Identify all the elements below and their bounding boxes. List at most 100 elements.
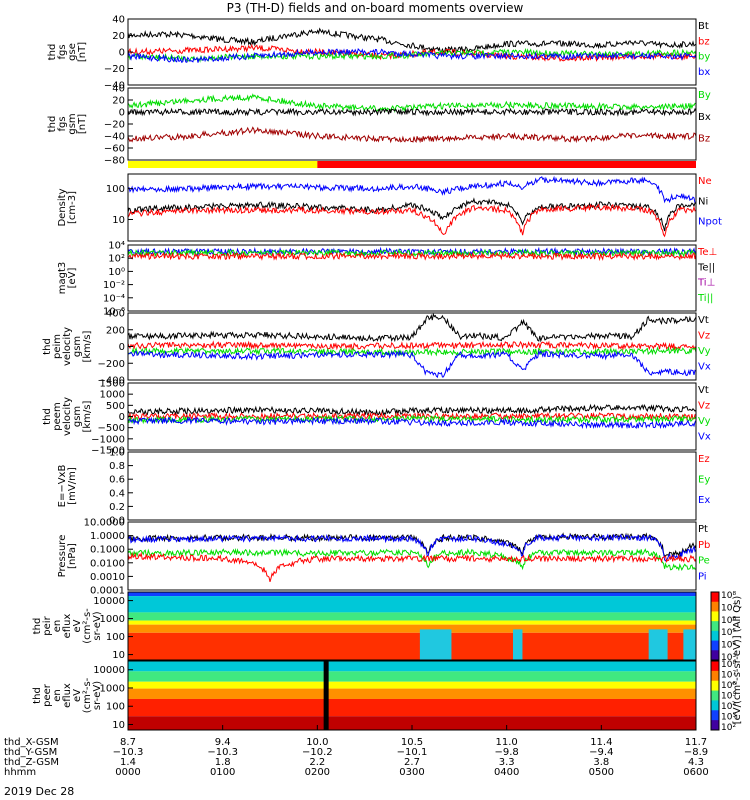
panel-peim-velocity	[127, 312, 697, 381]
y-axis-label: peer	[42, 683, 53, 707]
y-tick-label: 400	[106, 309, 125, 320]
colorbar-tick-label: 10⁶	[721, 681, 736, 691]
y-tick-label: 0.0100	[90, 558, 125, 569]
series-Pi	[127, 533, 697, 562]
y-tick-label: 0.1000	[90, 545, 125, 556]
series-Vx	[127, 349, 697, 379]
legend-entry: Vz	[698, 401, 710, 412]
panel-peem-velocity	[127, 382, 697, 451]
y-tick-label: 1000	[100, 683, 125, 694]
y-tick-label: 10	[112, 650, 125, 661]
y-axis-label: gsm	[67, 113, 78, 134]
y-axis-label: eV	[72, 619, 83, 632]
series-Vz	[127, 340, 697, 351]
colorbar-segment	[711, 621, 719, 632]
legend-entry: Vx	[698, 432, 711, 443]
y-tick-label: −40	[104, 81, 125, 92]
y-axis-label: Pressure	[57, 535, 68, 578]
series-Npot	[127, 175, 697, 204]
y-axis-label: [cm-3]	[67, 191, 78, 224]
colorbar-tick-label: 10⁵	[721, 692, 736, 702]
ephemeris-value: −10.2	[302, 747, 333, 758]
y-axis-label: thd	[42, 338, 53, 355]
y-axis-label: thd	[42, 408, 53, 425]
colorbar-tick-label: 10³	[721, 713, 736, 723]
y-tick-label: −40	[104, 132, 125, 143]
colorbar-segment	[711, 640, 719, 651]
series-Ne	[127, 203, 697, 238]
legend-entry: Te⊥	[697, 247, 717, 258]
y-axis-label: Density	[57, 188, 68, 226]
colorbar-segment	[711, 601, 719, 612]
legend-entry: Vy	[698, 346, 711, 357]
series-Ni	[127, 197, 697, 232]
panel-peir-spectrogram	[127, 591, 720, 661]
panel-fgs-gse	[127, 18, 697, 86]
y-axis-label: [nT]	[77, 114, 88, 134]
mode-band	[128, 161, 696, 168]
y-tick-label: −1500	[91, 446, 125, 457]
ephemeris-value: 2.7	[404, 757, 420, 768]
y-tick-label: 0	[119, 412, 125, 423]
legend-entry: Ti||	[697, 293, 713, 304]
colorbar-tick-label: 10⁸	[721, 591, 736, 601]
y-tick-label: 0.6	[109, 475, 125, 486]
spectrogram-band	[128, 592, 696, 597]
ephemeris-value: 3.3	[499, 757, 515, 768]
legend-entry: Ti⊥	[697, 278, 715, 289]
y-axis-label: eflux	[62, 683, 73, 708]
y-axis-label: [eV]	[67, 268, 78, 289]
y-axis-label: en	[52, 620, 63, 633]
colorbar-label: [eV/(cm²-s-sr-eV)] (All Qs)	[732, 596, 743, 725]
ephemeris-value: 10.0	[306, 737, 328, 748]
colorbar-segment	[711, 661, 719, 672]
ephemeris-value: 3.8	[593, 757, 609, 768]
legend-entry: Pe	[698, 556, 710, 567]
series-Bz	[127, 126, 697, 144]
legend-entry: bz	[698, 36, 710, 47]
panel-frame	[127, 244, 697, 312]
colorbar-tick-label: 10²	[721, 723, 736, 733]
y-tick-label: 10⁰	[108, 267, 125, 278]
mode-band-fast	[317, 161, 696, 168]
colorbar-tick-label: 10⁷	[721, 603, 736, 613]
spectrogram-band	[128, 681, 696, 689]
y-tick-label: 0	[119, 108, 125, 119]
legend-entry: bx	[698, 67, 710, 78]
panel-fgs-gsm	[127, 87, 697, 161]
y-axis-label: thd	[47, 116, 58, 133]
footer-date: 2019 Dec 28	[4, 785, 75, 798]
series-Vt	[127, 312, 697, 343]
series-Vy	[127, 346, 697, 357]
legend-entry: Ni	[698, 196, 708, 207]
y-axis-label: gsm	[72, 336, 83, 357]
y-tick-label: 10⁻⁴	[103, 293, 125, 304]
ephemeris-value: 11.7	[685, 737, 707, 748]
colorbar-segment	[711, 710, 719, 721]
spectrogram-dropout	[512, 629, 523, 660]
legend-entry: Vx	[698, 362, 711, 373]
y-axis-label: peem	[52, 402, 63, 430]
ephemeris-value: 8.7	[120, 737, 136, 748]
y-tick-label: 10	[112, 720, 125, 731]
y-tick-label: 0.2	[109, 502, 125, 513]
series-Vy	[127, 414, 697, 425]
ephemeris-row-label: thd_Y-GSM	[4, 747, 57, 758]
y-tick-label: 1000	[100, 614, 125, 625]
colorbar-tick-label: 10³	[721, 653, 736, 663]
legend-entry: Vt	[698, 385, 709, 396]
y-axis-label: velocity	[62, 397, 73, 436]
y-axis-label: thd	[32, 687, 43, 704]
y-tick-label: −200	[98, 359, 125, 370]
colorbar-segment	[711, 670, 719, 682]
panel-frame	[127, 451, 697, 521]
spectrogram-dropout	[683, 629, 696, 660]
y-axis-label: en	[52, 689, 63, 702]
panel-density	[127, 173, 697, 242]
y-tick-label: 1500	[100, 379, 125, 390]
legend-entry: Ey	[698, 475, 710, 486]
colorbar-segment	[711, 592, 719, 603]
y-tick-label: 1.0000	[90, 531, 125, 542]
y-tick-label: 0.0001	[90, 586, 125, 597]
ephemeris-value: 0000	[115, 767, 140, 778]
